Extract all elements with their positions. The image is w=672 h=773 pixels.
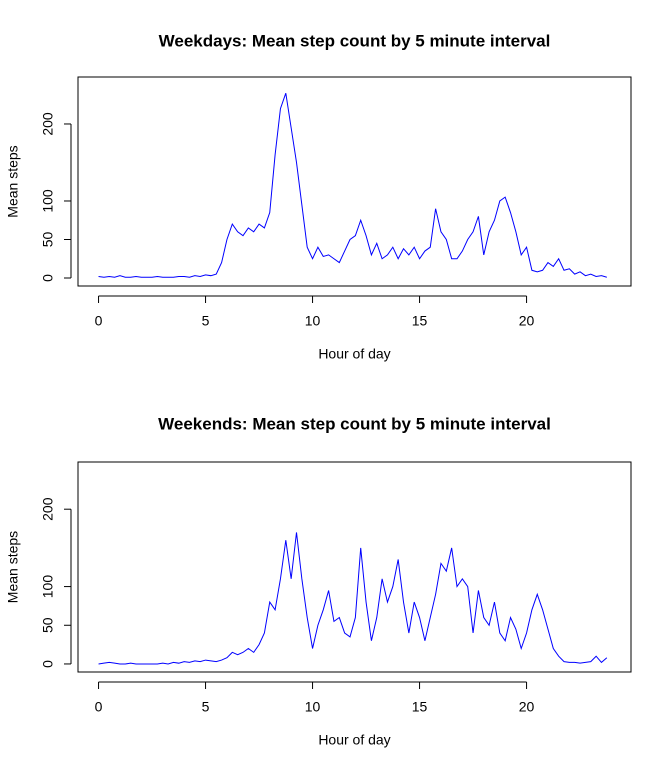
- x-tick-label: 0: [95, 313, 103, 329]
- y-tick-label: 50: [40, 617, 56, 633]
- chart-title: Weekdays: Mean step count by 5 minute in…: [159, 31, 551, 50]
- x-tick-label: 15: [412, 313, 428, 329]
- x-tick-label: 10: [305, 313, 321, 329]
- x-tick-label: 20: [519, 699, 535, 715]
- data-line: [98, 93, 607, 278]
- y-tick-label: 0: [40, 660, 56, 668]
- data-line: [98, 532, 608, 665]
- y-axis-label: Mean steps: [5, 145, 21, 217]
- y-tick-label: 100: [40, 575, 56, 599]
- x-tick-label: 5: [202, 699, 210, 715]
- y-tick-label: 200: [40, 497, 56, 521]
- y-tick-label: 0: [40, 274, 56, 282]
- y-tick-label: 100: [40, 189, 56, 213]
- plot-box: [77, 461, 632, 673]
- y-tick-label: 200: [40, 112, 56, 136]
- chart-title: Weekends: Mean step count by 5 minute in…: [158, 414, 551, 433]
- x-tick-label: 10: [305, 699, 321, 715]
- y-axis-label: Mean steps: [5, 531, 21, 603]
- y-tick-label: 50: [40, 231, 56, 247]
- plot-box: [77, 76, 632, 287]
- x-axis-label: Hour of day: [318, 346, 390, 362]
- x-tick-label: 20: [519, 313, 535, 329]
- x-tick-label: 0: [95, 699, 103, 715]
- x-tick-label: 5: [202, 313, 210, 329]
- x-tick-label: 15: [412, 699, 428, 715]
- x-axis-label: Hour of day: [318, 732, 390, 748]
